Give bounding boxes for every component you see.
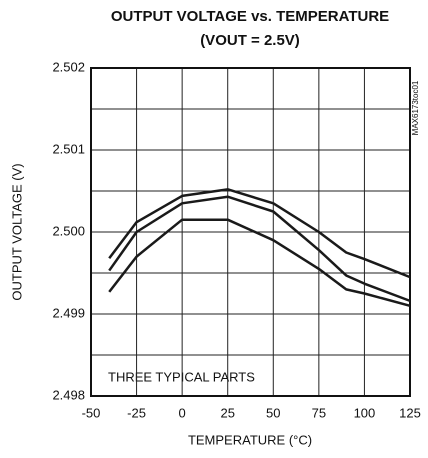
x-tick-label: -25 (127, 405, 146, 420)
x-tick-label: 100 (354, 405, 376, 420)
x-tick-label: 50 (266, 405, 280, 420)
x-tick-label: -50 (82, 405, 101, 420)
y-tick-label: 2.501 (52, 141, 85, 156)
x-tick-label: 125 (399, 405, 421, 420)
x-tick-label: 25 (220, 405, 234, 420)
chart-title: OUTPUT VOLTAGE vs. TEMPERATURE (111, 8, 389, 25)
x-axis-label: TEMPERATURE (°C) (188, 432, 312, 447)
annotation: THREE TYPICAL PARTS (108, 369, 255, 384)
line-series (108, 188, 411, 279)
x-tick-label: 0 (179, 405, 186, 420)
line-series (108, 195, 411, 303)
plot-frame (90, 67, 411, 397)
y-tick-label: 2.498 (52, 387, 85, 402)
annotation: MAX6173toc01 (411, 80, 420, 135)
y-tick-label: 2.499 (52, 305, 85, 320)
x-tick-label: 75 (312, 405, 326, 420)
line-series (108, 218, 411, 308)
y-tick-label: 2.502 (52, 59, 85, 74)
y-tick-label: 2.500 (52, 223, 85, 238)
chart-subtitle: (VOUT = 2.5V) (200, 32, 300, 49)
y-axis-label: OUTPUT VOLTAGE (V) (9, 163, 24, 300)
